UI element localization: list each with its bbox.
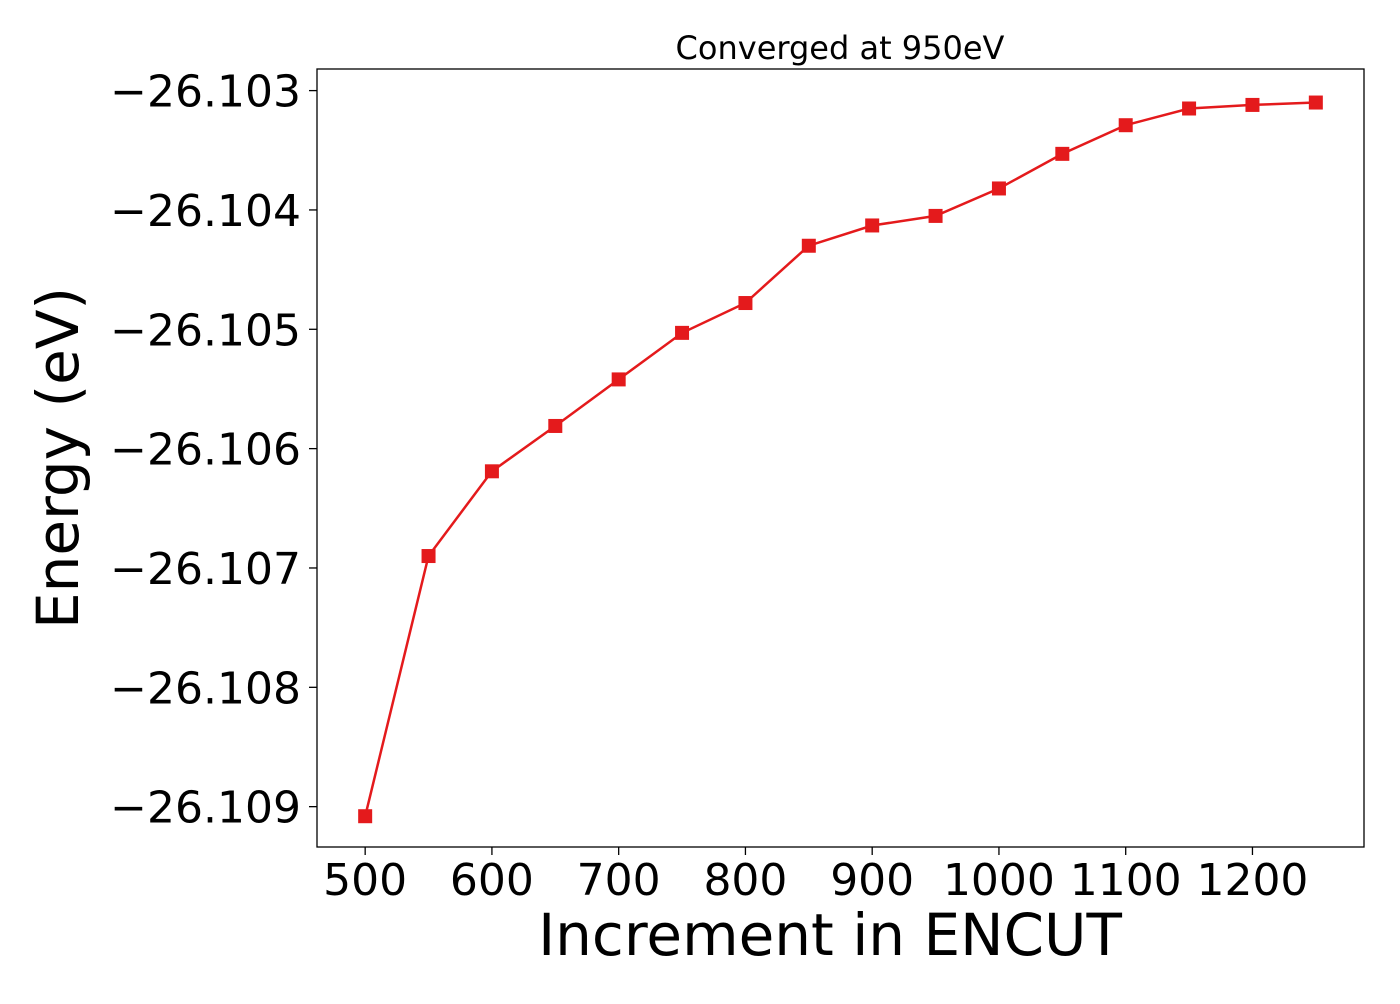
- x-tick-label: 1200: [1196, 855, 1308, 906]
- x-tick-label: 900: [830, 855, 914, 906]
- data-point: [358, 809, 373, 824]
- data-point: [738, 296, 753, 311]
- chart-title: Converged at 950eV: [676, 29, 1005, 67]
- x-axis: 500 600 700 800 900 1000 1100 1200: [323, 847, 1308, 906]
- series-markers: [358, 95, 1323, 824]
- data-point: [1182, 101, 1197, 116]
- y-tick-label: −26.109: [110, 783, 301, 834]
- data-point: [991, 181, 1006, 196]
- x-tick-label: 600: [450, 855, 534, 906]
- data-point: [1055, 146, 1070, 161]
- y-tick-label: −26.107: [110, 544, 301, 595]
- y-tick-label: −26.104: [110, 186, 301, 237]
- x-tick-label: 800: [703, 855, 787, 906]
- y-tick-label: −26.108: [110, 663, 301, 714]
- x-tick-label: 1000: [943, 855, 1055, 906]
- x-tick-label: 1100: [1070, 855, 1182, 906]
- data-point: [1245, 97, 1260, 112]
- data-point: [865, 218, 880, 233]
- y-tick-label: −26.106: [110, 425, 301, 476]
- data-point: [421, 549, 436, 564]
- y-axis-title: Energy (eV): [24, 287, 92, 629]
- series-line: [363, 101, 1316, 817]
- data-point: [1308, 95, 1323, 110]
- y-tick-label: −26.105: [110, 305, 301, 356]
- data-point: [928, 208, 943, 223]
- data-point: [484, 464, 499, 479]
- y-tick-label: −26.103: [110, 67, 301, 118]
- x-tick-label: 700: [577, 855, 661, 906]
- y-axis: −26.109 −26.108 −26.107 −26.106 −26.105 −26.1…: [110, 67, 317, 834]
- data-point: [801, 238, 816, 253]
- data-point: [1118, 118, 1133, 133]
- x-tick-label: 500: [323, 855, 407, 906]
- plot-frame: [316, 68, 1365, 848]
- data-point: [675, 325, 690, 340]
- data-point: [611, 372, 626, 387]
- x-axis-title: Increment in ENCUT: [538, 901, 1122, 969]
- data-point: [548, 418, 563, 433]
